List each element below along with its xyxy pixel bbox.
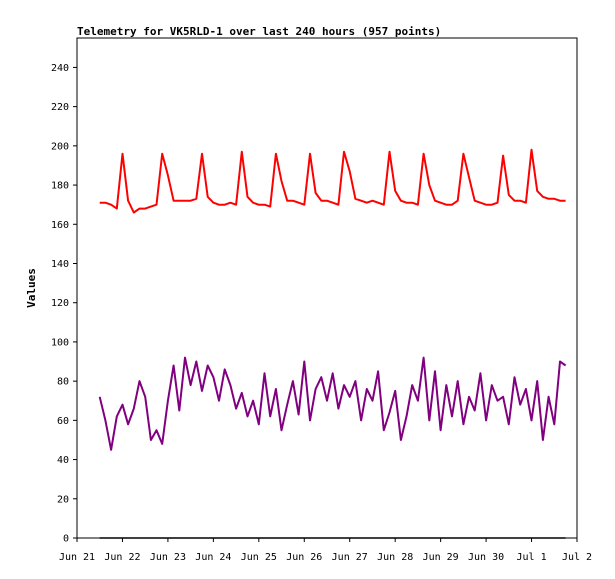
x-tick-label: Jun 22	[104, 552, 140, 563]
y-tick-label: 20	[57, 494, 69, 505]
series-line-0	[99, 148, 566, 214]
x-tick-label: Jun 29	[423, 552, 459, 563]
x-tick-label: Jun 28	[377, 552, 413, 563]
series-line-1	[98, 356, 567, 451]
y-tick-label: 120	[51, 298, 69, 309]
y-tick-label: 240	[51, 63, 69, 74]
y-axis: 0 20 40 60 80 100 120 140 160 180 200 220 240	[51, 63, 77, 545]
y-tick-label: 80	[57, 377, 69, 388]
plot-frame	[76, 37, 578, 539]
x-axis: Jun 21 Jun 22 Jun 23 Jun 24 Jun 25 Jun 26 Jun …	[59, 538, 592, 563]
y-tick-label: 160	[51, 220, 69, 231]
x-tick-label: Jun 30	[468, 552, 504, 563]
y-tick-label: 220	[51, 102, 69, 113]
y-tick-label: 40	[57, 455, 69, 466]
y-tick-label: 180	[51, 181, 69, 192]
y-tick-label: 140	[51, 259, 69, 270]
x-tick-label: Jun 23	[150, 552, 186, 563]
y-tick-label: 0	[63, 534, 69, 545]
x-tick-label: Jun 24	[195, 552, 231, 563]
x-tick-label: Jun 25	[241, 552, 277, 563]
y-tick-label: 60	[57, 416, 69, 427]
x-tick-label: Jun 26	[286, 552, 322, 563]
x-tick-label: Jul 1	[516, 552, 546, 563]
x-tick-label: Jun 21	[59, 552, 95, 563]
x-tick-label: Jul 2	[562, 552, 592, 563]
y-tick-label: 200	[51, 141, 69, 152]
y-tick-label: 100	[51, 337, 69, 348]
y-axis-label: Values	[25, 268, 38, 308]
x-tick-label: Jun 27	[332, 552, 368, 563]
series-layer	[98, 148, 567, 539]
chart-title: Telemetry for VK5RLD-1 over last 240 hou…	[77, 25, 441, 38]
